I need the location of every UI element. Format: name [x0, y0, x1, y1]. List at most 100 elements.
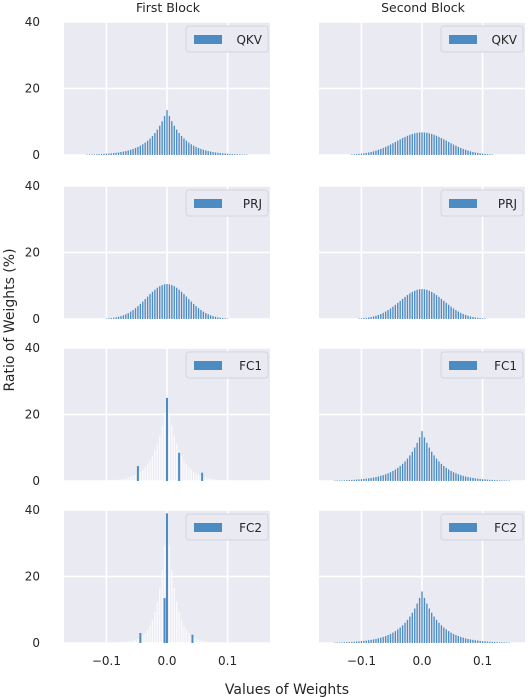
histogram-bar: [414, 290, 416, 319]
histogram-bar: [125, 151, 127, 155]
histogram-bar: [452, 633, 455, 643]
legend-label: FC1: [494, 359, 517, 373]
histogram-bar: [467, 150, 469, 155]
histogram-bar: [472, 477, 474, 481]
histogram-bar: [401, 138, 404, 155]
histogram-bar: [224, 318, 226, 319]
histogram-bar: [188, 467, 190, 481]
histogram-spike-bar: [166, 513, 168, 643]
histogram-bar: [414, 133, 416, 155]
histogram-bar: [457, 474, 460, 481]
histogram-bar: [168, 412, 171, 481]
histogram-bar: [217, 317, 219, 319]
histogram-bar: [108, 480, 110, 481]
histogram-bar: [212, 479, 214, 481]
histogram-bar: [144, 633, 146, 643]
histogram-bar: [409, 616, 411, 643]
histogram-bar: [117, 479, 120, 481]
histogram-bar: [132, 148, 134, 155]
histogram-bar: [159, 587, 161, 643]
histogram-bar: [144, 142, 146, 155]
histogram-bar: [491, 479, 493, 481]
panel-3-1: −0.1 0.0 0.1 FC2: [319, 509, 525, 668]
histogram-bar: [363, 318, 365, 319]
x-axis-label: Values of Weights: [225, 682, 349, 698]
histogram-bar: [477, 152, 479, 155]
histogram-bar: [426, 442, 428, 481]
histogram-bar: [372, 639, 375, 643]
x-tick-label: 0.0: [157, 654, 176, 668]
histogram-bar: [443, 139, 445, 155]
legend-label: FC2: [239, 521, 262, 535]
histogram-bar: [209, 478, 212, 481]
histogram-bar: [183, 625, 185, 643]
histogram-bar: [484, 641, 486, 643]
histogram-bar: [491, 641, 493, 643]
histogram-bar: [377, 476, 380, 481]
histogram-bar: [450, 470, 452, 481]
histogram-bar: [125, 478, 127, 481]
histogram-bar: [469, 151, 472, 155]
histogram-spike-bar: [178, 452, 181, 481]
histogram-bar: [472, 151, 474, 155]
histogram-bar: [202, 149, 205, 155]
histogram-bar: [241, 154, 243, 155]
histogram-bar: [399, 627, 401, 643]
histogram-bar: [382, 475, 384, 481]
histogram-bar: [411, 451, 413, 481]
histogram-bar: [195, 146, 197, 155]
histogram-bar: [435, 619, 438, 643]
histogram-bar: [498, 642, 501, 643]
histogram-bar: [96, 154, 98, 155]
histogram-bar: [375, 315, 377, 319]
histogram-bar: [501, 480, 503, 481]
histogram-bar: [207, 641, 209, 643]
histogram-bar: [421, 132, 423, 155]
histogram-bar: [122, 478, 125, 481]
histogram-bar: [394, 141, 397, 155]
histogram-bar: [180, 135, 183, 155]
histogram-bar: [154, 611, 156, 643]
histogram-spike-bar: [163, 598, 166, 643]
histogram-bar: [200, 310, 202, 319]
histogram-bar: [489, 154, 491, 155]
histogram-bar: [91, 154, 93, 155]
histogram-bar: [142, 301, 144, 319]
histogram-bar: [389, 472, 392, 481]
histogram-bar: [355, 479, 358, 481]
histogram-bar: [197, 308, 200, 319]
y-tick-label: 20: [25, 408, 40, 422]
panel-0-0: 0 20 40 QKV: [25, 15, 270, 162]
histogram-bar: [394, 304, 397, 319]
panel-2-0: 0 20 40 FC1: [25, 341, 270, 488]
histogram-bar: [360, 318, 363, 319]
histogram-bar: [494, 480, 496, 481]
histogram-bar: [406, 458, 409, 481]
histogram-bar: [231, 154, 234, 155]
legend-label: PRJ: [243, 197, 262, 211]
histogram-bar: [375, 638, 377, 643]
histogram-bar: [477, 478, 479, 481]
histogram-bar: [110, 480, 112, 481]
histogram-bar: [127, 641, 129, 643]
histogram-bar: [353, 641, 355, 643]
histogram-bar: [338, 642, 341, 643]
histogram-bar: [401, 625, 404, 643]
histogram-bar: [139, 145, 142, 155]
histogram-bar: [127, 150, 129, 155]
histogram-bar: [341, 642, 343, 643]
legend-label: QKV: [236, 33, 262, 47]
histogram-bar: [384, 311, 387, 319]
histogram-bar: [503, 642, 506, 643]
histogram-bar: [389, 633, 392, 643]
histogram-bar: [132, 640, 134, 643]
histogram-bar: [377, 638, 380, 643]
histogram-bar: [159, 286, 161, 319]
histogram-bar: [129, 476, 132, 481]
histogram-bar: [226, 153, 229, 155]
histogram-bar: [168, 116, 171, 155]
histogram-bar: [108, 318, 110, 319]
histogram-bar: [394, 469, 397, 481]
histogram-bar: [156, 129, 158, 155]
histogram-bar: [113, 317, 115, 319]
